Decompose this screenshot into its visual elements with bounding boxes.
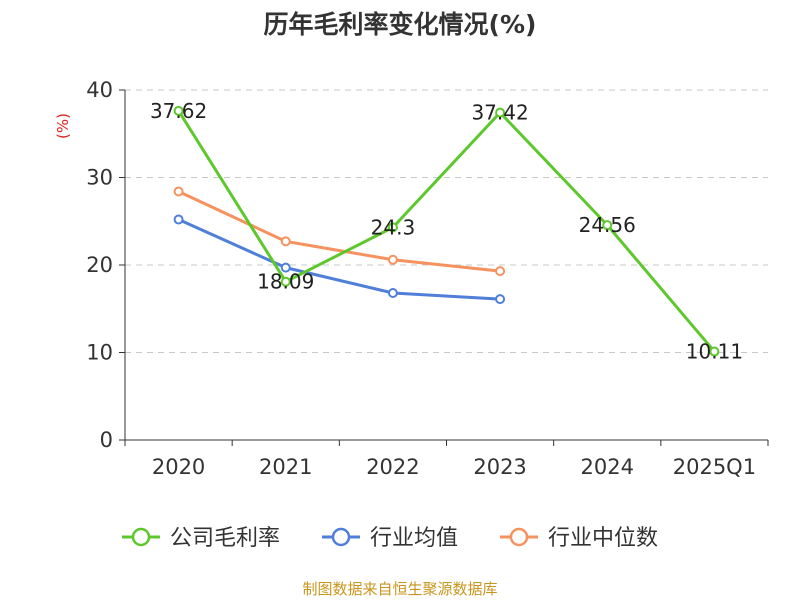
series-line: [177, 110, 716, 353]
data-point[interactable]: [387, 222, 398, 233]
legend-label: 行业中位数: [548, 526, 658, 551]
y-axis-label: (%): [54, 113, 72, 139]
data-point[interactable]: [173, 105, 184, 116]
data-label: 24.56: [579, 213, 636, 237]
x-tick-label: 2020: [152, 455, 205, 479]
source-note: 制图数据来自恒生聚源数据库: [302, 580, 497, 598]
x-tick-label: 2022: [366, 455, 419, 479]
data-label: 37.62: [150, 99, 207, 123]
data-point[interactable]: [495, 294, 506, 305]
x-tick-label: 2025Q1: [673, 455, 756, 479]
legend-swatch-marker: [331, 527, 351, 547]
data-label: 10.11: [686, 340, 743, 364]
y-tick-label: 20: [86, 253, 113, 277]
data-label: 37.42: [471, 101, 528, 125]
data-label: 24.3: [371, 215, 416, 239]
series-line: [177, 218, 501, 301]
legend-item[interactable]: 行业均值: [322, 526, 458, 551]
legend-swatch-marker: [131, 527, 151, 547]
data-point[interactable]: [709, 346, 720, 357]
data-label: 18.09: [257, 270, 314, 294]
data-point[interactable]: [495, 266, 506, 277]
y-tick-label: 0: [100, 428, 113, 452]
data-point[interactable]: [602, 220, 613, 231]
data-point[interactable]: [173, 214, 184, 225]
data-labels: 37.62 18.09 24.3 37.42 24.56 10.11: [150, 99, 743, 364]
x-tick-label: 2021: [259, 455, 312, 479]
legend-item[interactable]: 行业中位数: [500, 526, 658, 551]
x-tick-label: 2023: [473, 455, 526, 479]
legend-item[interactable]: 公司毛利率: [122, 526, 280, 551]
legend-label: 公司毛利率: [170, 526, 280, 551]
data-point[interactable]: [280, 236, 291, 247]
chart-title: 历年毛利率变化情况(%): [264, 10, 537, 39]
data-point[interactable]: [173, 186, 184, 197]
data-point[interactable]: [495, 107, 506, 118]
y-tick-label: 40: [86, 78, 113, 102]
y-tick-label: 10: [86, 341, 113, 365]
data-point[interactable]: [280, 262, 291, 273]
series-lines: [173, 105, 720, 357]
legend-swatch-marker: [509, 527, 529, 547]
legend-label: 行业均值: [370, 526, 458, 551]
legend[interactable]: 公司毛利率 行业均值 行业中位数: [122, 526, 658, 551]
x-tick-label: 2024: [581, 455, 634, 479]
axes: 0 10 20 30 40 2020 2021 2022 2023 2024 2025Q1: [86, 78, 769, 479]
grid-lines: [125, 89, 768, 353]
series-line: [177, 190, 501, 273]
y-tick-label: 30: [86, 166, 113, 190]
data-point[interactable]: [387, 254, 398, 265]
data-point[interactable]: [280, 276, 291, 287]
data-point[interactable]: [387, 288, 398, 298]
